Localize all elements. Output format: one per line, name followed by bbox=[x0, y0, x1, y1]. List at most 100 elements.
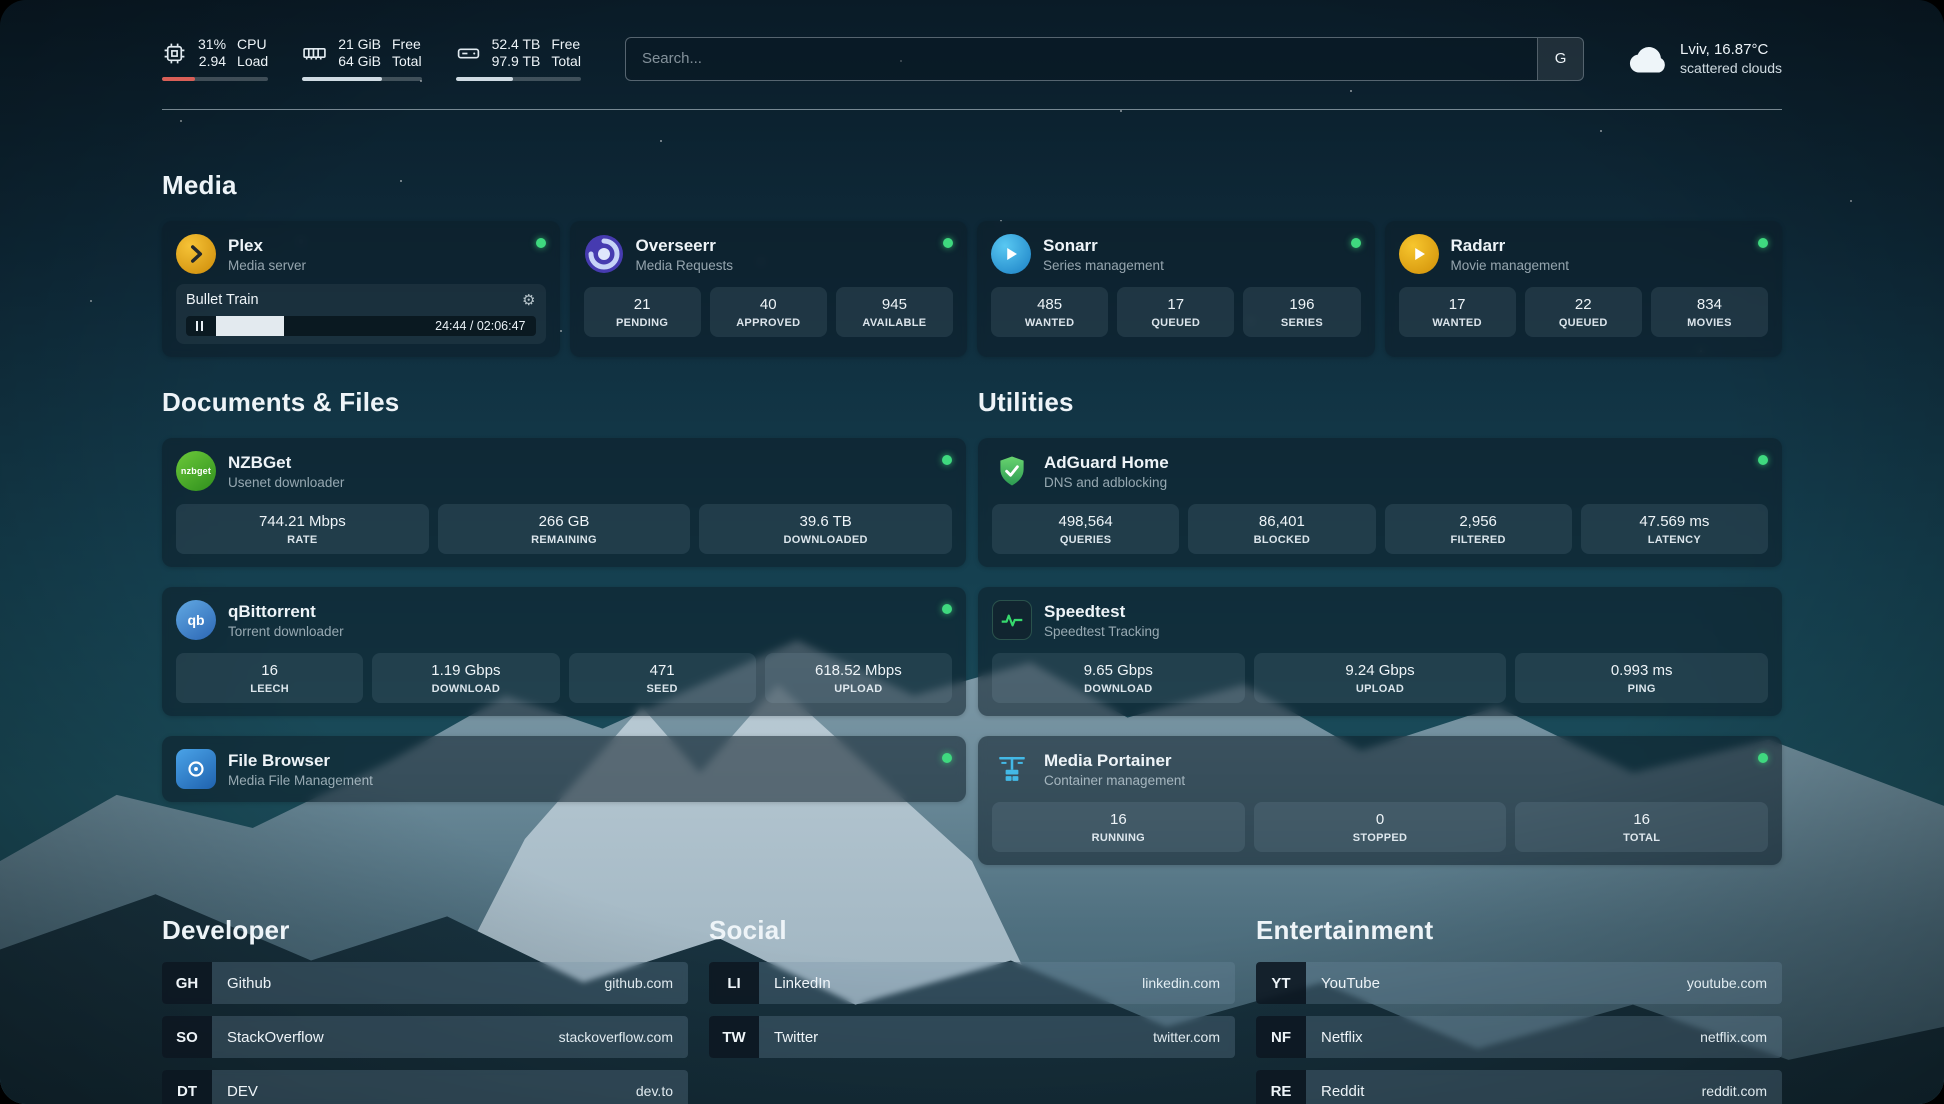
social-section-title: Social bbox=[709, 915, 787, 945]
developer-section-title: Developer bbox=[162, 915, 290, 945]
speedtest-card[interactable]: Speedtest Speedtest Tracking 9.65 Gbps DO… bbox=[978, 587, 1782, 716]
search-input[interactable] bbox=[625, 37, 1538, 80]
bookmark-url: youtube.com bbox=[1686, 975, 1767, 991]
stat-queries: 498,564 QUERIES bbox=[992, 504, 1180, 554]
stat-wanted: 485 WANTED bbox=[991, 287, 1109, 337]
bookmark-url: github.com bbox=[604, 975, 673, 991]
utilities-section-title: Utilities bbox=[978, 387, 1074, 417]
memory-free-value: 21 GiB bbox=[338, 36, 381, 52]
qbittorrent-card[interactable]: qb qBittorrent Torrent downloader 16 LEEC… bbox=[162, 587, 966, 716]
stat-downloaded: 39.6 TB DOWNLOADED bbox=[699, 504, 953, 554]
qbittorrent-icon: qb bbox=[176, 600, 216, 640]
app-subtitle: DNS and adblocking bbox=[1044, 474, 1168, 490]
plex-card[interactable]: Plex Media server Bullet Train bbox=[162, 221, 560, 357]
stat-leech: 16 LEECH bbox=[176, 653, 364, 703]
stat-queued: 17 QUEUED bbox=[1117, 287, 1235, 337]
bookmark-name: DEV bbox=[227, 1082, 258, 1100]
status-dot bbox=[942, 753, 952, 763]
now-playing-title: Bullet Train bbox=[186, 292, 259, 308]
stat-total: 16 TOTAL bbox=[1515, 802, 1769, 852]
bookmark-linkedin[interactable]: LI LinkedIn linkedin.com bbox=[709, 962, 1235, 1004]
app-name: Radarr bbox=[1450, 235, 1506, 255]
disk-usage-bar bbox=[455, 77, 581, 81]
bookmark-abbr: GH bbox=[162, 962, 212, 1004]
app-subtitle: Media Requests bbox=[635, 257, 734, 273]
app-subtitle: Media File Management bbox=[228, 772, 373, 788]
bookmark-twitter[interactable]: TW Twitter twitter.com bbox=[709, 1016, 1235, 1058]
stat-rate: 744.21 Mbps RATE bbox=[176, 504, 429, 554]
weather-location: Lviv, 16.87°C bbox=[1680, 41, 1769, 58]
sonarr-card[interactable]: Sonarr Series management 485 WANTED 17 QUE… bbox=[977, 221, 1375, 357]
bookmark-netflix[interactable]: NF Netflix netflix.com bbox=[1256, 1016, 1782, 1058]
memory-total-label: Total bbox=[392, 53, 422, 69]
cpu-usage-bar bbox=[162, 77, 269, 81]
stat-queued: 22 QUEUED bbox=[1524, 287, 1642, 337]
nzbget-icon: nzbget bbox=[176, 451, 216, 491]
bookmark-stackoverflow[interactable]: SO StackOverflow stackoverflow.com bbox=[162, 1016, 688, 1058]
app-subtitle: Speedtest Tracking bbox=[1044, 623, 1160, 639]
app-name: NZBGet bbox=[228, 452, 292, 472]
bookmark-url: dev.to bbox=[635, 1083, 673, 1099]
nzbget-card[interactable]: nzbget NZBGet Usenet downloader 744.21 M… bbox=[162, 438, 966, 567]
bookmark-youtube[interactable]: YT YouTube youtube.com bbox=[1256, 962, 1782, 1004]
playback-progress-fill bbox=[216, 316, 285, 336]
status-dot bbox=[942, 455, 952, 465]
app-subtitle: Series management bbox=[1043, 257, 1164, 273]
playback-progress-bar[interactable]: 24:44 / 02:06:47 bbox=[186, 316, 536, 336]
bookmark-url: linkedin.com bbox=[1142, 975, 1220, 991]
playback-time: 24:44 / 02:06:47 bbox=[435, 319, 526, 333]
overseerr-icon bbox=[584, 234, 624, 274]
search-bar: G bbox=[624, 36, 1585, 81]
bookmark-abbr: TW bbox=[709, 1016, 759, 1058]
cpu-icon bbox=[164, 43, 185, 63]
disk-total-label: Total bbox=[551, 53, 581, 69]
bookmark-url: netflix.com bbox=[1700, 1029, 1767, 1045]
stat-pending: 21 PENDING bbox=[583, 287, 701, 337]
disk-free-label: Free bbox=[551, 36, 581, 52]
app-subtitle: Torrent downloader bbox=[228, 623, 344, 639]
radarr-card[interactable]: Radarr Movie management 17 WANTED 22 QUEUE… bbox=[1384, 221, 1782, 357]
load-label: Load bbox=[237, 53, 269, 69]
adguard-card[interactable]: AdGuard Home DNS and adblocking 498,564 Q… bbox=[978, 438, 1782, 567]
status-dot bbox=[1758, 238, 1768, 248]
portainer-card[interactable]: Media Portainer Container management 16 R… bbox=[978, 736, 1782, 865]
app-name: Overseerr bbox=[635, 235, 716, 255]
media-section-title: Media bbox=[162, 170, 237, 200]
bookmark-github[interactable]: GH Github github.com bbox=[162, 962, 688, 1004]
cpu-load-value: 2.94 bbox=[198, 53, 227, 69]
utilities-column: Utilities AdGuard Home DNS and adblockin… bbox=[978, 387, 1782, 885]
settings-gear-icon[interactable] bbox=[522, 293, 535, 308]
status-dot bbox=[1758, 455, 1768, 465]
app-subtitle: Movie management bbox=[1450, 257, 1570, 273]
bookmark-name: Reddit bbox=[1321, 1082, 1365, 1100]
memory-usage-bar bbox=[302, 77, 422, 81]
app-subtitle: Media server bbox=[228, 257, 307, 273]
stat-latency: 47.569 ms LATENCY bbox=[1580, 504, 1768, 554]
bookmark-reddit[interactable]: RE Reddit reddit.com bbox=[1256, 1070, 1782, 1104]
cpu-percent-value: 31% bbox=[198, 36, 227, 52]
bookmark-dev[interactable]: DT DEV dev.to bbox=[162, 1070, 688, 1104]
bookmark-name: YouTube bbox=[1321, 974, 1380, 992]
app-name: Plex bbox=[228, 235, 263, 255]
status-dot bbox=[1350, 238, 1361, 248]
bookmark-name: Twitter bbox=[774, 1028, 819, 1046]
status-dot bbox=[1758, 753, 1768, 763]
app-name: AdGuard Home bbox=[1044, 452, 1169, 472]
status-dot bbox=[535, 238, 546, 248]
pause-icon[interactable] bbox=[196, 321, 203, 331]
bookmark-url: twitter.com bbox=[1153, 1029, 1220, 1045]
overseerr-card[interactable]: Overseerr Media Requests 21 PENDING 40 APP… bbox=[569, 221, 967, 357]
app-subtitle: Container management bbox=[1044, 772, 1186, 788]
stat-download: 9.65 Gbps DOWNLOAD bbox=[992, 653, 1245, 703]
app-name: Media Portainer bbox=[1044, 750, 1172, 770]
search-engine-button[interactable]: G bbox=[1537, 37, 1584, 80]
bookmark-name: Netflix bbox=[1321, 1028, 1363, 1046]
status-dot bbox=[943, 238, 953, 248]
weather-condition: scattered clouds bbox=[1680, 60, 1782, 76]
filebrowser-card[interactable]: File Browser Media File Management bbox=[162, 736, 966, 802]
radarr-icon bbox=[1398, 234, 1439, 274]
memory-icon bbox=[303, 47, 326, 59]
cloud-icon bbox=[1630, 46, 1665, 73]
weather-widget: Lviv, 16.87°C scattered clouds bbox=[1628, 41, 1782, 76]
status-dot bbox=[942, 604, 952, 614]
